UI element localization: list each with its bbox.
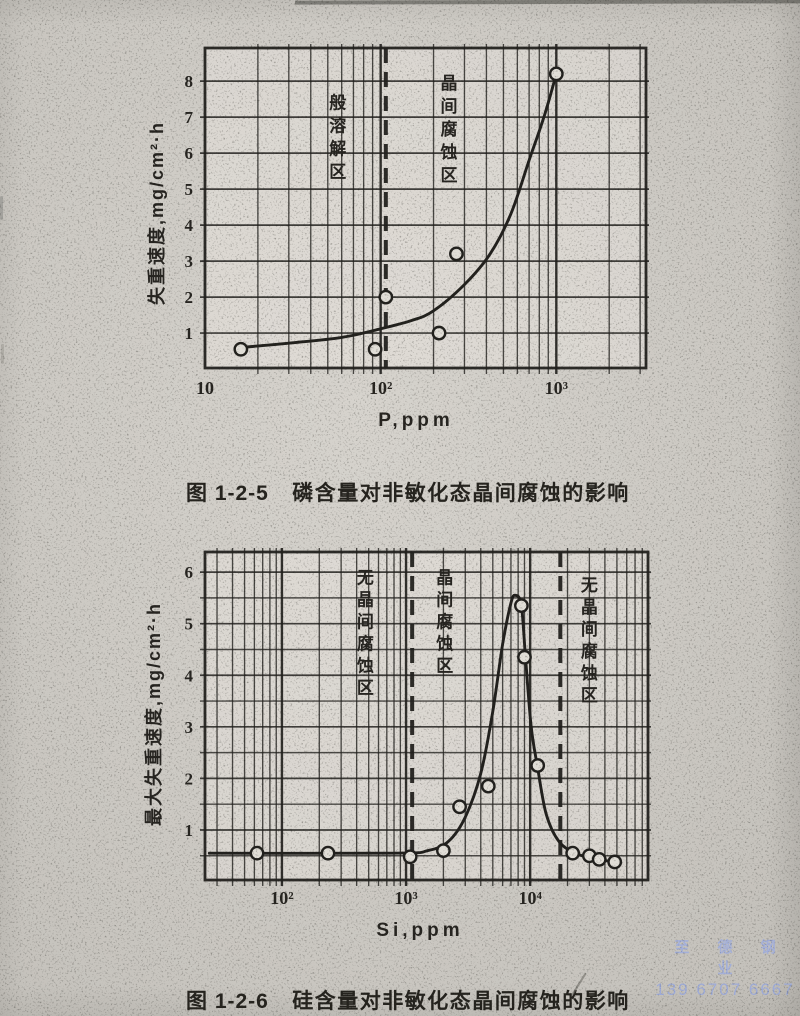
plot-border	[203, 46, 648, 370]
x-tick-label: 10³	[394, 888, 418, 908]
y-tick-label: 4	[185, 216, 194, 235]
data-point	[452, 799, 467, 815]
y-tick-label: 2	[185, 288, 194, 307]
region-label-char: 腐	[436, 611, 453, 631]
y-tick-label: 3	[185, 252, 194, 271]
y-tick-label: 6	[185, 563, 194, 582]
data-points	[233, 66, 564, 357]
plot-area	[205, 552, 648, 880]
figure-1-2-6-label: 图 1-2-6	[186, 990, 269, 1013]
data-point	[402, 849, 418, 865]
y-gridlines	[200, 80, 649, 334]
x-axis-title: P,ppm	[378, 410, 454, 431]
x-tick-label: 10	[196, 378, 214, 398]
region-label-char: 间	[436, 589, 453, 609]
region-label-char: 溶	[329, 116, 346, 136]
region-label-char: 晶	[441, 74, 458, 93]
data-point	[449, 246, 464, 262]
plot-border	[203, 550, 650, 882]
figure-1-2-6-title: 硅含量对非敏化态晶间腐蚀的影响	[292, 990, 630, 1013]
region-label-char: 蚀	[580, 663, 598, 683]
data-point	[367, 341, 383, 357]
data-point	[591, 851, 607, 867]
y-tick-label: 3	[185, 718, 194, 737]
x-axis-title: Si,ppm	[376, 920, 463, 941]
x-tick-label: 10⁴	[518, 888, 542, 908]
x-tick-label: 10³	[545, 378, 569, 398]
region-label-char: 晶	[357, 590, 374, 609]
region-label-char: 晶	[581, 598, 598, 617]
y-tick-label: 1	[185, 821, 194, 840]
region-label-char: 区	[581, 686, 598, 705]
region-label-char: 腐	[357, 633, 374, 653]
region-label-char: 区	[329, 163, 346, 182]
data-point	[565, 845, 581, 861]
region-label-char: 蚀	[440, 142, 458, 162]
data-point	[233, 341, 249, 357]
data-point	[530, 758, 546, 773]
data-point	[548, 66, 564, 82]
region-label-char: 间	[581, 619, 598, 639]
region-label-char: 间	[357, 611, 374, 631]
data-points	[249, 598, 623, 870]
x-tick-label: 10²	[270, 888, 293, 908]
figure-1-2-5-title: 磷含量对非敏化态晶间腐蚀的影响	[292, 482, 630, 505]
region-label-char: 晶	[436, 568, 453, 587]
region-label-char: 腐	[441, 119, 458, 139]
data-point	[607, 854, 623, 870]
data-point	[514, 598, 529, 614]
x-tick-label: 10²	[369, 378, 392, 398]
region-label-char: 蚀	[435, 633, 453, 653]
y-tick-label: 5	[185, 180, 194, 199]
data-point	[249, 845, 265, 861]
region-label-char: 区	[441, 166, 458, 185]
y-tick-label: 7	[185, 108, 194, 127]
data-point	[320, 845, 336, 861]
region-label-char: 腐	[581, 641, 598, 661]
y-tick-label: 6	[185, 144, 194, 163]
region-label-char: 蚀	[356, 655, 374, 675]
y-tick-label: 5	[185, 615, 194, 634]
figure-1-2-5-caption: 图 1-2-5 磷含量对非敏化态晶间腐蚀的影响	[186, 477, 630, 507]
region-label-char: 无	[580, 576, 598, 595]
figure-1-2-6-caption: 图 1-2-6 硅含量对非敏化态晶间腐蚀的影响	[186, 985, 630, 1015]
y-tick-label: 4	[185, 666, 194, 685]
y-tick-label: 2	[185, 769, 194, 788]
region-label-char: 解	[329, 139, 346, 159]
y-gridlines	[200, 571, 651, 857]
plot-area	[205, 48, 646, 368]
y-axis-title: 失重速度,mg/cm²·h	[146, 121, 167, 305]
data-point	[480, 778, 496, 794]
region-label-char: 般	[329, 93, 346, 113]
data-point	[431, 325, 447, 341]
data-point	[517, 649, 532, 665]
data-curve	[239, 72, 558, 349]
y-tick-label: 1	[185, 324, 194, 343]
y-tick-label: 8	[185, 72, 194, 91]
y-axis-title: 最大失重速度,mg/cm²·h	[143, 602, 164, 826]
data-point	[436, 843, 451, 859]
region-label-char: 间	[441, 96, 458, 116]
region-label-char: 无	[356, 568, 374, 587]
region-label-char: 区	[436, 656, 453, 675]
data-point	[378, 289, 394, 305]
figure-1-2-5-label: 图 1-2-5	[186, 482, 269, 505]
x-gridlines	[257, 44, 641, 374]
region-label-char: 区	[357, 678, 374, 697]
